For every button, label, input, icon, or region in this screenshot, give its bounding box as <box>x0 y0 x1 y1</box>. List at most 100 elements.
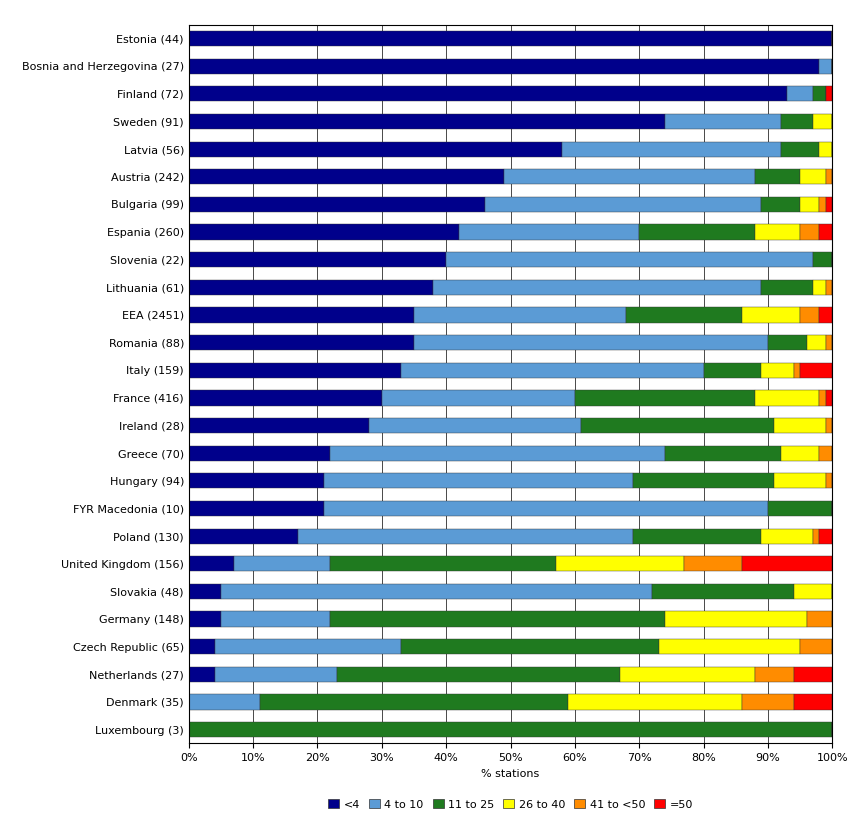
Bar <box>446 252 813 268</box>
Bar <box>775 418 825 433</box>
Bar <box>807 335 825 350</box>
Bar <box>402 639 659 654</box>
Bar <box>189 445 330 461</box>
Bar <box>755 169 800 184</box>
Bar <box>582 418 775 433</box>
Bar <box>742 556 832 572</box>
Bar <box>794 695 832 710</box>
Bar <box>819 445 832 461</box>
Bar <box>800 197 819 212</box>
Legend: <4, 4 to 10, 11 to 25, 26 to 40, 41 to <50, =50: <4, 4 to 10, 11 to 25, 26 to 40, 41 to <… <box>328 800 693 809</box>
Bar <box>189 501 324 516</box>
Bar <box>800 639 832 654</box>
Bar <box>633 473 775 488</box>
Bar <box>433 280 762 295</box>
Bar <box>414 335 768 350</box>
Bar <box>556 556 685 572</box>
Bar <box>788 86 813 102</box>
Bar <box>825 197 832 212</box>
Bar <box>800 169 825 184</box>
Bar <box>189 722 832 737</box>
Bar <box>568 695 742 710</box>
Bar <box>330 445 665 461</box>
Bar <box>819 59 832 74</box>
Bar <box>813 529 819 544</box>
Bar <box>189 363 402 377</box>
Bar <box>221 611 330 627</box>
Bar <box>330 556 556 572</box>
Bar <box>189 391 382 406</box>
Bar <box>336 667 619 682</box>
Bar <box>742 695 794 710</box>
Bar <box>794 584 832 599</box>
Bar <box>189 225 459 240</box>
Bar <box>762 363 794 377</box>
Bar <box>755 391 819 406</box>
Bar <box>189 556 233 572</box>
Bar <box>189 529 299 544</box>
Bar <box>825 169 832 184</box>
Bar <box>762 197 800 212</box>
Bar <box>794 667 832 682</box>
Bar <box>189 584 221 599</box>
Bar <box>485 197 762 212</box>
Bar <box>781 445 819 461</box>
Bar <box>755 667 794 682</box>
Bar <box>659 639 801 654</box>
Bar <box>768 335 807 350</box>
Bar <box>189 252 446 268</box>
Bar <box>633 529 762 544</box>
Bar <box>819 391 825 406</box>
Bar <box>794 363 800 377</box>
Bar <box>299 529 632 544</box>
Bar <box>819 529 832 544</box>
Bar <box>189 59 819 74</box>
Bar <box>781 114 813 129</box>
Bar <box>619 667 755 682</box>
Bar <box>768 501 832 516</box>
Bar <box>189 114 665 129</box>
Bar <box>819 141 832 157</box>
Bar <box>800 363 832 377</box>
Bar <box>330 611 665 627</box>
Bar <box>825 280 832 295</box>
Bar <box>189 695 259 710</box>
Bar <box>813 280 825 295</box>
Bar <box>189 280 433 295</box>
Bar <box>324 501 768 516</box>
Bar <box>781 141 819 157</box>
Bar <box>755 225 800 240</box>
Bar <box>665 114 781 129</box>
Bar <box>819 225 832 240</box>
Bar <box>414 307 626 323</box>
Bar <box>575 391 755 406</box>
Bar <box>214 639 402 654</box>
Bar <box>819 197 825 212</box>
Bar <box>685 556 742 572</box>
Bar <box>189 335 414 350</box>
Bar <box>704 363 762 377</box>
Bar <box>382 391 575 406</box>
Bar <box>189 169 505 184</box>
Bar <box>807 611 832 627</box>
Bar <box>189 639 214 654</box>
Bar <box>626 307 742 323</box>
Bar <box>762 529 813 544</box>
Bar <box>189 667 214 682</box>
Bar <box>819 307 832 323</box>
Bar <box>652 584 794 599</box>
Bar <box>189 197 485 212</box>
Bar <box>742 307 800 323</box>
Bar <box>639 225 755 240</box>
Bar <box>825 418 832 433</box>
Bar <box>505 169 755 184</box>
Bar <box>762 280 813 295</box>
Bar <box>813 86 825 102</box>
Bar <box>189 307 414 323</box>
Bar <box>800 225 819 240</box>
Bar <box>233 556 330 572</box>
Bar <box>825 86 832 102</box>
Bar <box>214 667 336 682</box>
Bar <box>813 252 832 268</box>
Bar <box>813 114 832 129</box>
